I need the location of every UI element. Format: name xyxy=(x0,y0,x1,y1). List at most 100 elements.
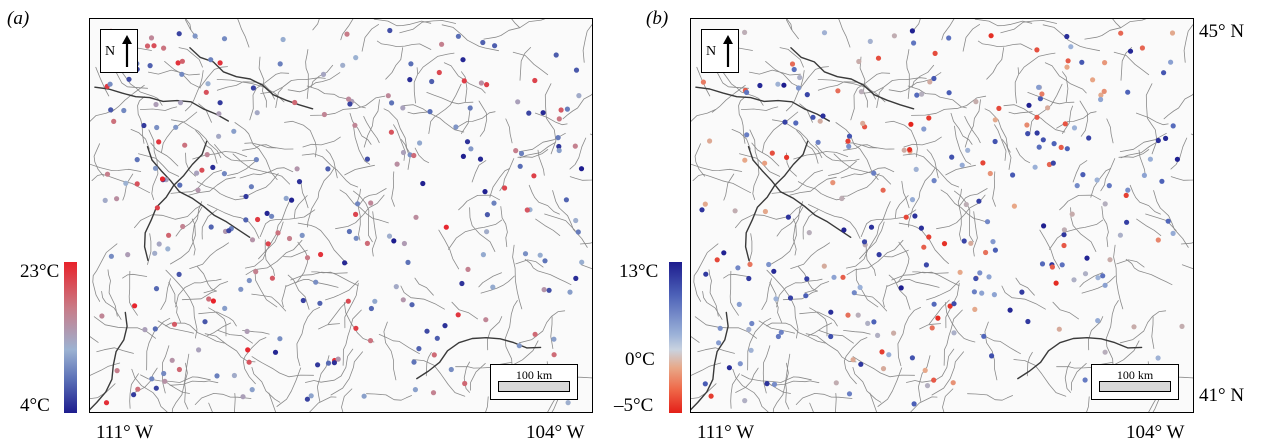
gauge-point xyxy=(909,197,916,203)
gauge-point xyxy=(992,247,998,253)
river-segment xyxy=(1013,359,1067,397)
basin-boundary xyxy=(691,311,729,411)
river-segment xyxy=(184,70,204,112)
gauge-point xyxy=(556,147,562,154)
gauge-point xyxy=(926,234,932,240)
river-segment xyxy=(515,259,544,268)
gauge-point xyxy=(513,148,519,154)
gauge-point xyxy=(901,147,907,153)
gauge-point xyxy=(579,259,585,265)
river-segment xyxy=(860,209,917,237)
gauge-point xyxy=(1071,125,1078,131)
river-segment xyxy=(259,209,316,237)
river-segment xyxy=(786,19,792,30)
gauge-point xyxy=(1039,261,1046,267)
river-segment xyxy=(1153,190,1189,248)
river-segment xyxy=(1056,111,1097,129)
gauge-point xyxy=(702,381,708,387)
gauge-point xyxy=(773,296,779,302)
river-segment xyxy=(122,173,134,201)
gauge-point xyxy=(835,88,841,94)
gauge-point xyxy=(152,250,158,256)
gauge-point xyxy=(1161,70,1167,76)
river-segment xyxy=(480,275,515,294)
gauge-point xyxy=(1064,33,1070,40)
gauge-point xyxy=(1141,172,1147,178)
gauge-point xyxy=(250,85,256,91)
map-a-canvas xyxy=(90,19,592,412)
river-segment xyxy=(399,20,456,34)
gauge-point xyxy=(717,325,723,331)
river-segment xyxy=(325,280,359,301)
river-segment xyxy=(852,356,915,378)
gauge-point xyxy=(923,262,929,268)
river-segment xyxy=(489,168,511,198)
gauge-point xyxy=(797,74,803,81)
river-segment xyxy=(772,362,789,412)
gauge-point xyxy=(353,325,359,331)
river-segment xyxy=(1072,160,1088,183)
river-segment xyxy=(908,167,936,228)
gauge-point xyxy=(931,178,937,184)
river-segment xyxy=(122,273,148,279)
gauge-point xyxy=(573,217,579,224)
gauge-point xyxy=(1123,192,1129,198)
gauge-point xyxy=(353,235,359,241)
gauge-point xyxy=(921,244,927,250)
river-segment xyxy=(589,133,592,136)
gauge-point xyxy=(867,38,873,44)
gauge-point xyxy=(815,139,821,145)
gauge-point xyxy=(1069,211,1075,217)
river-segment xyxy=(885,120,918,158)
river-segment xyxy=(843,330,871,335)
river-segment xyxy=(769,281,783,323)
gauge-point xyxy=(222,305,228,311)
river-segment xyxy=(941,19,955,41)
gauge-point xyxy=(949,154,955,160)
river-segment xyxy=(994,124,1007,161)
gauge-point xyxy=(465,266,471,272)
gauge-point xyxy=(987,170,993,177)
river-segment xyxy=(931,351,964,396)
river-segment xyxy=(371,211,377,257)
river-segment xyxy=(544,213,576,231)
river-segment xyxy=(817,81,876,100)
gauge-point xyxy=(216,133,222,139)
gauge-point xyxy=(217,100,223,106)
gauge-point xyxy=(775,333,781,340)
gauge-point xyxy=(746,275,752,282)
gauge-point xyxy=(524,207,530,213)
gauge-point xyxy=(833,380,839,386)
river-segment xyxy=(1163,93,1193,120)
gauge-point xyxy=(331,360,337,366)
gauge-point xyxy=(1174,156,1180,162)
gauge-point xyxy=(986,274,992,280)
river-segment xyxy=(1145,213,1177,231)
river-segment xyxy=(185,19,198,40)
river-segment xyxy=(1062,71,1069,103)
gauge-point xyxy=(372,298,378,304)
gauge-point xyxy=(556,116,562,122)
river-segment xyxy=(535,218,561,236)
river-segment xyxy=(1084,19,1147,40)
river-segment xyxy=(766,322,826,344)
river-segment xyxy=(1044,62,1087,94)
gauge-point xyxy=(153,286,160,292)
gauge-point xyxy=(313,279,319,285)
river-segment xyxy=(107,269,118,317)
river-segment xyxy=(199,66,228,88)
gauge-point xyxy=(911,40,917,46)
gauge-point xyxy=(1102,282,1108,288)
gauge-point xyxy=(439,41,445,47)
gauge-point xyxy=(556,143,562,150)
gauge-point xyxy=(957,269,963,275)
river-segment xyxy=(897,241,910,284)
gauge-point xyxy=(961,238,967,244)
gauge-point xyxy=(182,142,188,148)
gauge-point xyxy=(315,362,321,368)
river-segment xyxy=(90,163,142,172)
gauge-point xyxy=(931,377,937,383)
gauge-point xyxy=(542,258,548,264)
gauge-point xyxy=(517,163,523,169)
gauge-point xyxy=(156,139,162,145)
